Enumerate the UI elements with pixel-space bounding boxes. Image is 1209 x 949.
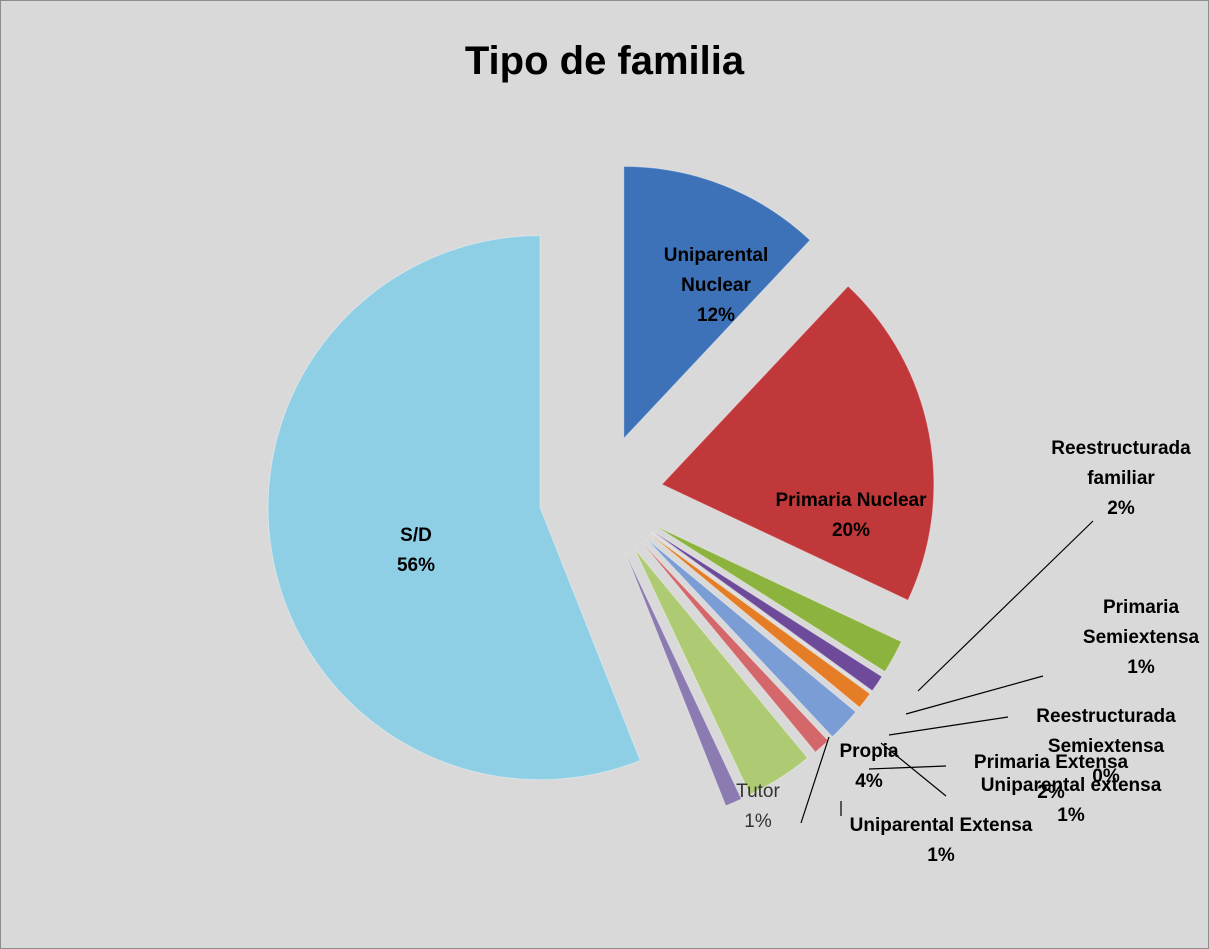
leader-line <box>868 765 947 770</box>
slice-value: 56% <box>396 555 436 576</box>
slice-name: Primaria Extensa <box>973 752 1129 773</box>
slice-value: 4% <box>855 771 883 792</box>
slice-value: 1% <box>744 811 772 832</box>
slice-name: Reestructurada familiar <box>1051 438 1191 489</box>
leader-line <box>888 716 1009 736</box>
pie-slice <box>655 525 903 673</box>
pie-slice <box>645 538 857 738</box>
slice-name: S/D <box>400 525 432 546</box>
slice-name: Uniparental Nuclear <box>663 245 769 296</box>
slice-value: 2% <box>1037 782 1065 803</box>
pie-slice <box>623 165 811 440</box>
slice-label: S/D 56% <box>356 521 476 581</box>
slice-label: Uniparental Nuclear 12% <box>636 241 796 331</box>
slice-value: 2% <box>1107 498 1135 519</box>
slice-value: 1% <box>1057 805 1085 826</box>
leader-line <box>800 736 830 824</box>
slice-label: Primaria Extensa 2% <box>951 748 1151 808</box>
slice-value: 12% <box>696 305 736 326</box>
leader-line <box>880 742 947 797</box>
slice-label: Reestructurada Semiextensa 0% <box>1006 702 1206 792</box>
slice-name: Tutor <box>736 781 780 802</box>
chart-title: Tipo de familia <box>464 39 745 83</box>
slice-label: Uniparental Extensa 1% <box>821 811 1061 871</box>
slice-name: Propia <box>839 741 899 762</box>
pie-slice <box>649 533 871 709</box>
slice-label: Tutor 1% <box>718 777 798 837</box>
slice-label: Propia 4% <box>824 737 914 797</box>
slice-name: Primaria Nuclear <box>775 490 927 511</box>
slice-label: Uniparental extensa 1% <box>951 771 1191 831</box>
slice-label: Primaria Semiextensa 1% <box>1066 593 1208 683</box>
slice-value: 1% <box>1127 657 1155 678</box>
slice-label: Primaria Nuclear 20% <box>731 486 971 546</box>
leader-line <box>917 520 1094 692</box>
pie-slice <box>661 285 935 601</box>
slice-name: Uniparental extensa <box>980 775 1162 796</box>
pie-slice <box>267 235 641 781</box>
pie-slice <box>625 552 743 807</box>
slice-name: Primaria Semiextensa <box>1082 597 1200 648</box>
slice-name: Uniparental Extensa <box>849 815 1033 836</box>
slice-name: Reestructurada Semiextensa <box>1036 706 1176 757</box>
pie-slice <box>651 530 883 692</box>
leader-line <box>905 675 1044 715</box>
pie-slice <box>633 548 809 796</box>
slice-value: 1% <box>927 845 955 866</box>
slice-value: 0% <box>1092 766 1120 787</box>
slice-label: Reestructurada familiar 2% <box>1031 434 1208 524</box>
slice-value: 20% <box>831 520 871 541</box>
